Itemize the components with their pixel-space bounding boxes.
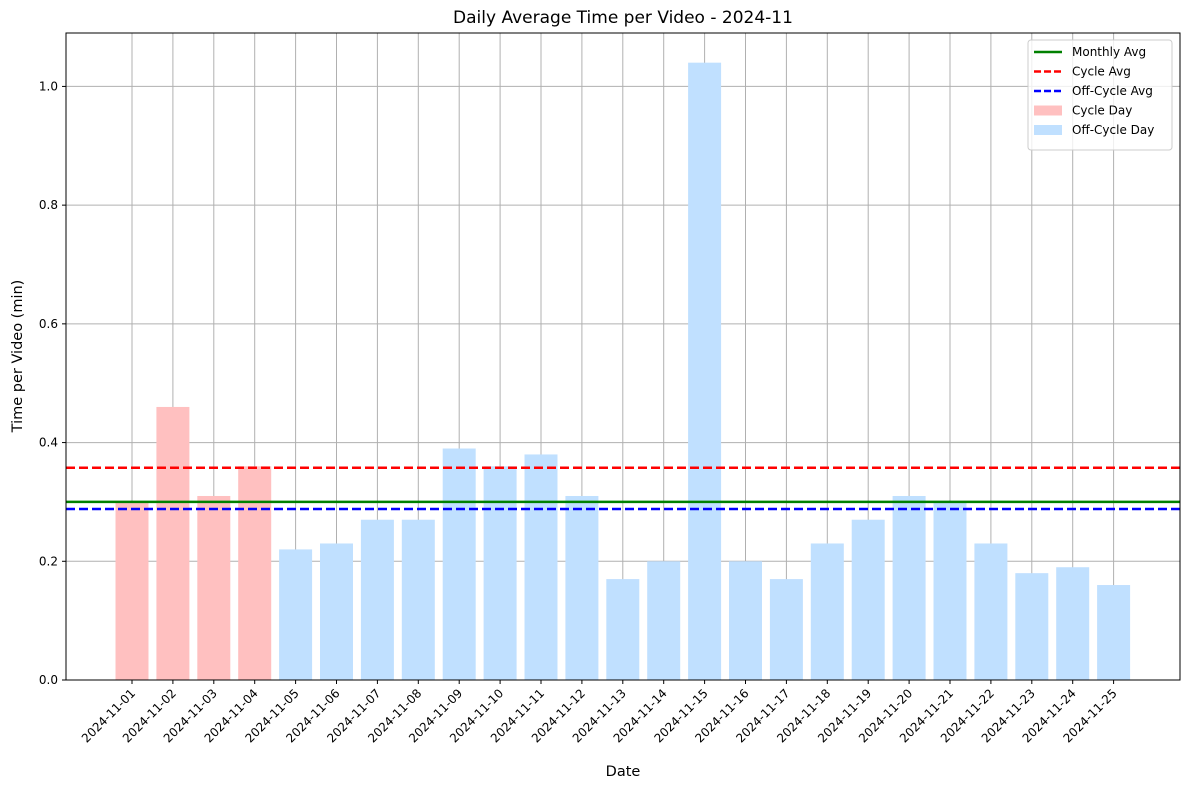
chart-title: Daily Average Time per Video - 2024-11: [453, 8, 793, 28]
bar-2024-11-03: [197, 495, 231, 680]
legend: Monthly Avg Cycle Avg Off-Cycle Avg Cycle D…: [1027, 39, 1173, 151]
bar-2024-11-08: [401, 519, 435, 680]
x-axis-label: Date: [606, 764, 641, 780]
bar-2024-11-17: [769, 579, 803, 680]
y-axis: 0.0 0.2 0.4 0.6 0.8 1.0: [39, 79, 66, 687]
legend-label: Monthly Avg: [1072, 45, 1146, 59]
bar-2024-11-14: [647, 561, 681, 680]
y-axis-label: Time per Video (min): [10, 280, 26, 434]
bar-2024-11-04: [238, 466, 272, 680]
bar-2024-11-15: [688, 62, 722, 681]
bar-2024-11-19: [851, 519, 885, 680]
bar-2024-11-07: [360, 519, 394, 680]
bar-2024-11-21: [933, 501, 967, 680]
y-tick-label: 0.2: [39, 554, 58, 568]
x-axis: 2024-11-012024-11-022024-11-032024-11-04…: [79, 680, 1120, 745]
bar-2024-11-22: [974, 543, 1008, 680]
bar-2024-11-12: [565, 495, 599, 680]
reference-lines: [66, 466, 1180, 511]
bar-2024-11-25: [1097, 585, 1131, 680]
bar-2024-11-01: [115, 501, 149, 680]
bar-2024-11-24: [1056, 567, 1090, 680]
bar-2024-11-23: [1015, 573, 1049, 680]
legend-label: Cycle Avg: [1072, 65, 1131, 79]
y-tick-label: 0.0: [39, 673, 58, 687]
bar-2024-11-16: [729, 561, 762, 680]
bar-2024-11-09: [442, 448, 476, 680]
legend-swatch: [1034, 125, 1062, 135]
bar-2024-11-06: [320, 543, 353, 680]
bar-2024-11-13: [606, 579, 640, 680]
legend-box: [1027, 39, 1173, 151]
y-tick-label: 0.8: [39, 198, 58, 212]
bar-2024-11-11: [524, 454, 558, 680]
bar-2024-11-20: [892, 495, 926, 680]
y-tick-label: 0.4: [39, 436, 58, 450]
legend-label: Off-Cycle Day: [1072, 123, 1154, 137]
legend-swatch: [1034, 105, 1062, 116]
bar-2024-11-10: [483, 466, 517, 680]
bar-2024-11-18: [810, 543, 844, 680]
bar-2024-11-05: [279, 549, 313, 680]
y-tick-label: 0.6: [39, 317, 58, 331]
bar-2024-11-02: [156, 406, 190, 680]
legend-label: Off-Cycle Avg: [1072, 84, 1153, 98]
legend-label: Cycle Day: [1072, 104, 1132, 118]
y-tick-label: 1.0: [39, 79, 58, 93]
